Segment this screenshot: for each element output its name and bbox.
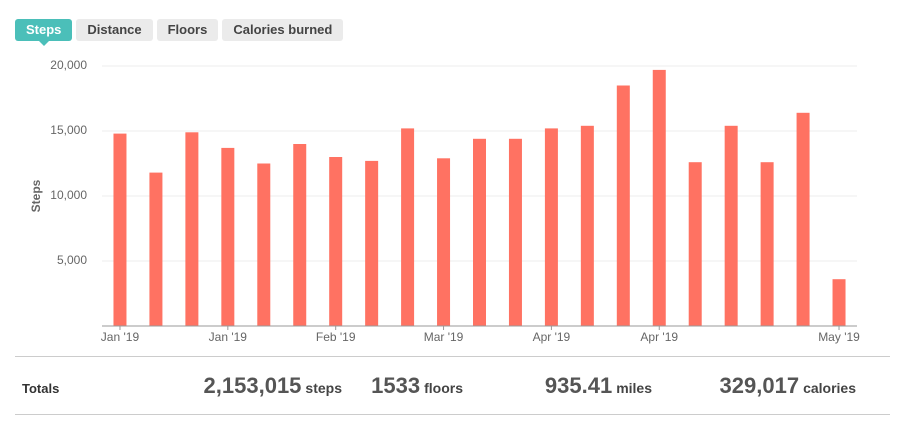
y-tick-label: 20,000 xyxy=(50,58,87,72)
total-unit: steps xyxy=(305,380,342,396)
x-tick-label: Jan '19 xyxy=(101,330,140,344)
bar xyxy=(437,158,451,326)
bar xyxy=(185,132,199,326)
total-item: 935.41 miles xyxy=(545,373,652,399)
bar xyxy=(401,128,415,326)
x-tick-label: Apr '19 xyxy=(640,330,678,344)
tab[interactable]: Floors xyxy=(156,19,219,41)
bar xyxy=(149,172,163,326)
y-tick-label: 5,000 xyxy=(57,253,87,267)
total-item: 2,153,015 steps xyxy=(204,373,342,399)
x-tick-label: Mar '19 xyxy=(424,330,464,344)
total-value: 935.41 xyxy=(544,373,613,398)
tab[interactable]: Steps xyxy=(15,19,73,46)
bar xyxy=(221,147,235,326)
separator xyxy=(15,414,890,415)
bar xyxy=(544,128,558,326)
x-tick-label: Jan '19 xyxy=(209,330,248,344)
x-tick-label: Apr '19 xyxy=(533,330,571,344)
bar xyxy=(616,85,630,326)
total-item: 1533 floors xyxy=(371,373,463,399)
chart: Steps 5,000 10,000 15,000 20,000 Jan '19 Jan … xyxy=(29,58,860,344)
bar xyxy=(652,69,666,327)
x-tick-label: May '19 xyxy=(818,330,860,344)
total-unit: miles xyxy=(616,380,652,396)
tab[interactable]: Distance xyxy=(76,19,153,41)
bar xyxy=(293,144,307,326)
bar xyxy=(113,133,127,326)
total-unit: calories xyxy=(803,380,856,396)
y-tick-label: 10,000 xyxy=(50,188,87,202)
separator xyxy=(15,356,890,357)
total-unit: floors xyxy=(424,380,463,396)
bar xyxy=(329,157,343,326)
bar xyxy=(832,279,846,326)
totals-row: Totals 2,153,015 steps 1533 floors 935.41 mil… xyxy=(0,370,909,406)
bar xyxy=(724,125,738,326)
y-tick-label: 15,000 xyxy=(50,123,87,137)
total-value: 2,153,015 xyxy=(203,373,302,398)
total-value: 1533 xyxy=(371,373,421,398)
bar xyxy=(257,163,271,326)
total-value: 329,017 xyxy=(719,373,800,398)
bar xyxy=(473,138,486,326)
y-axis-label: Steps xyxy=(29,179,43,212)
bar xyxy=(796,112,810,326)
tab[interactable]: Calories burned xyxy=(222,19,344,41)
bar xyxy=(580,125,594,326)
bar xyxy=(508,138,522,326)
bar xyxy=(688,162,702,326)
totals-label: Totals xyxy=(22,381,60,396)
total-item: 329,017 calories xyxy=(720,373,856,399)
tab-bar: Steps Distance Floors Calories burned xyxy=(15,19,344,46)
bar xyxy=(760,162,774,326)
x-tick-label: Feb '19 xyxy=(316,330,356,344)
bar xyxy=(365,160,379,326)
